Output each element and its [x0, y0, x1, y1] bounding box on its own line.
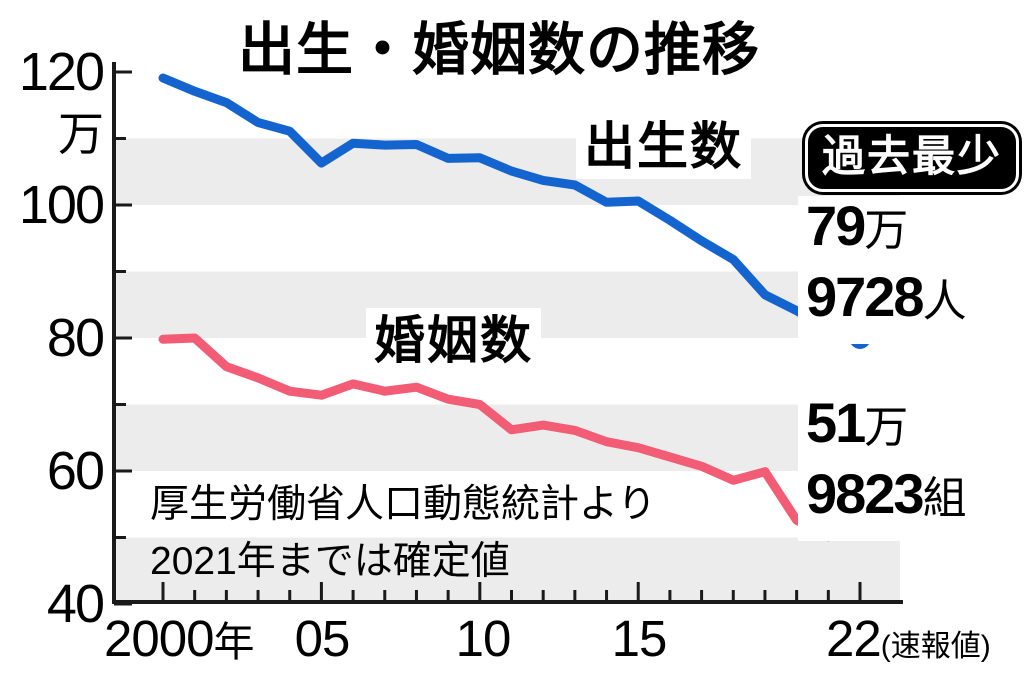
y-axis-label-80: 80 [46, 308, 105, 368]
x-axis-label-15: 15 [611, 610, 668, 667]
marriages-series-label: 婚姻数 [366, 308, 542, 374]
marriages-value-line1: 51万 [806, 395, 967, 466]
x-axis-label-2000-unit: 年 [213, 619, 255, 665]
record-low-badge: 過去最少 [805, 124, 1019, 192]
x-axis-label-2000: 2000年 [104, 613, 254, 668]
marriages-value-number1: 51 [806, 391, 866, 454]
source-note: 厚生労働省人口動態統計より 2021年までは確定値 [150, 476, 656, 590]
y-axis-label-60: 60 [46, 441, 105, 501]
axes [112, 62, 903, 604]
births-value-annotation: 79万 9728人 [798, 196, 977, 344]
plot-band-40 [112, 537, 900, 604]
marriages-line [158, 333, 865, 542]
chart-title: 出生・婚姻数の推移 [238, 18, 760, 82]
marriages-value-unit1: 万 [864, 403, 909, 452]
marriages-value-annotation: 51万 9823組 [798, 393, 977, 541]
births-line [158, 73, 865, 343]
x-axis-label-22-number: 22 [826, 610, 882, 667]
births-value-line1: 79万 [806, 198, 967, 269]
x-axis-label-2000-number: 2000 [104, 610, 214, 667]
births-value-unit2: 人 [922, 277, 967, 326]
x-axis-label-10: 10 [455, 610, 512, 667]
births-value-number2: 9728 [806, 265, 925, 328]
y-axis-label-100: 100 [18, 175, 105, 235]
births-value-line2: 9728人 [806, 269, 967, 340]
source-note-line2: 2021年までは確定値 [150, 540, 510, 583]
y-axis-label-120: 120 [18, 42, 105, 102]
y-axis-unit: 万 [58, 108, 104, 160]
births-series-label: 出生数 [576, 114, 752, 180]
x-axis-label-22-suffix: (速報値) [880, 630, 991, 663]
marriages-value-number2: 9823 [806, 462, 925, 525]
marriages-value-unit2: 組 [922, 474, 967, 523]
marriages-value-line2: 9823組 [806, 466, 967, 537]
plot-band-60 [112, 404, 900, 471]
births-value-number1: 79 [806, 194, 866, 257]
y-axis-label-40: 40 [46, 574, 105, 634]
births-value-unit1: 万 [864, 206, 909, 255]
x-axis-label-22: 22(速報値) [826, 613, 991, 673]
source-note-line1: 厚生労働省人口動態統計より [150, 483, 657, 526]
x-axis-label-05: 05 [294, 610, 351, 667]
